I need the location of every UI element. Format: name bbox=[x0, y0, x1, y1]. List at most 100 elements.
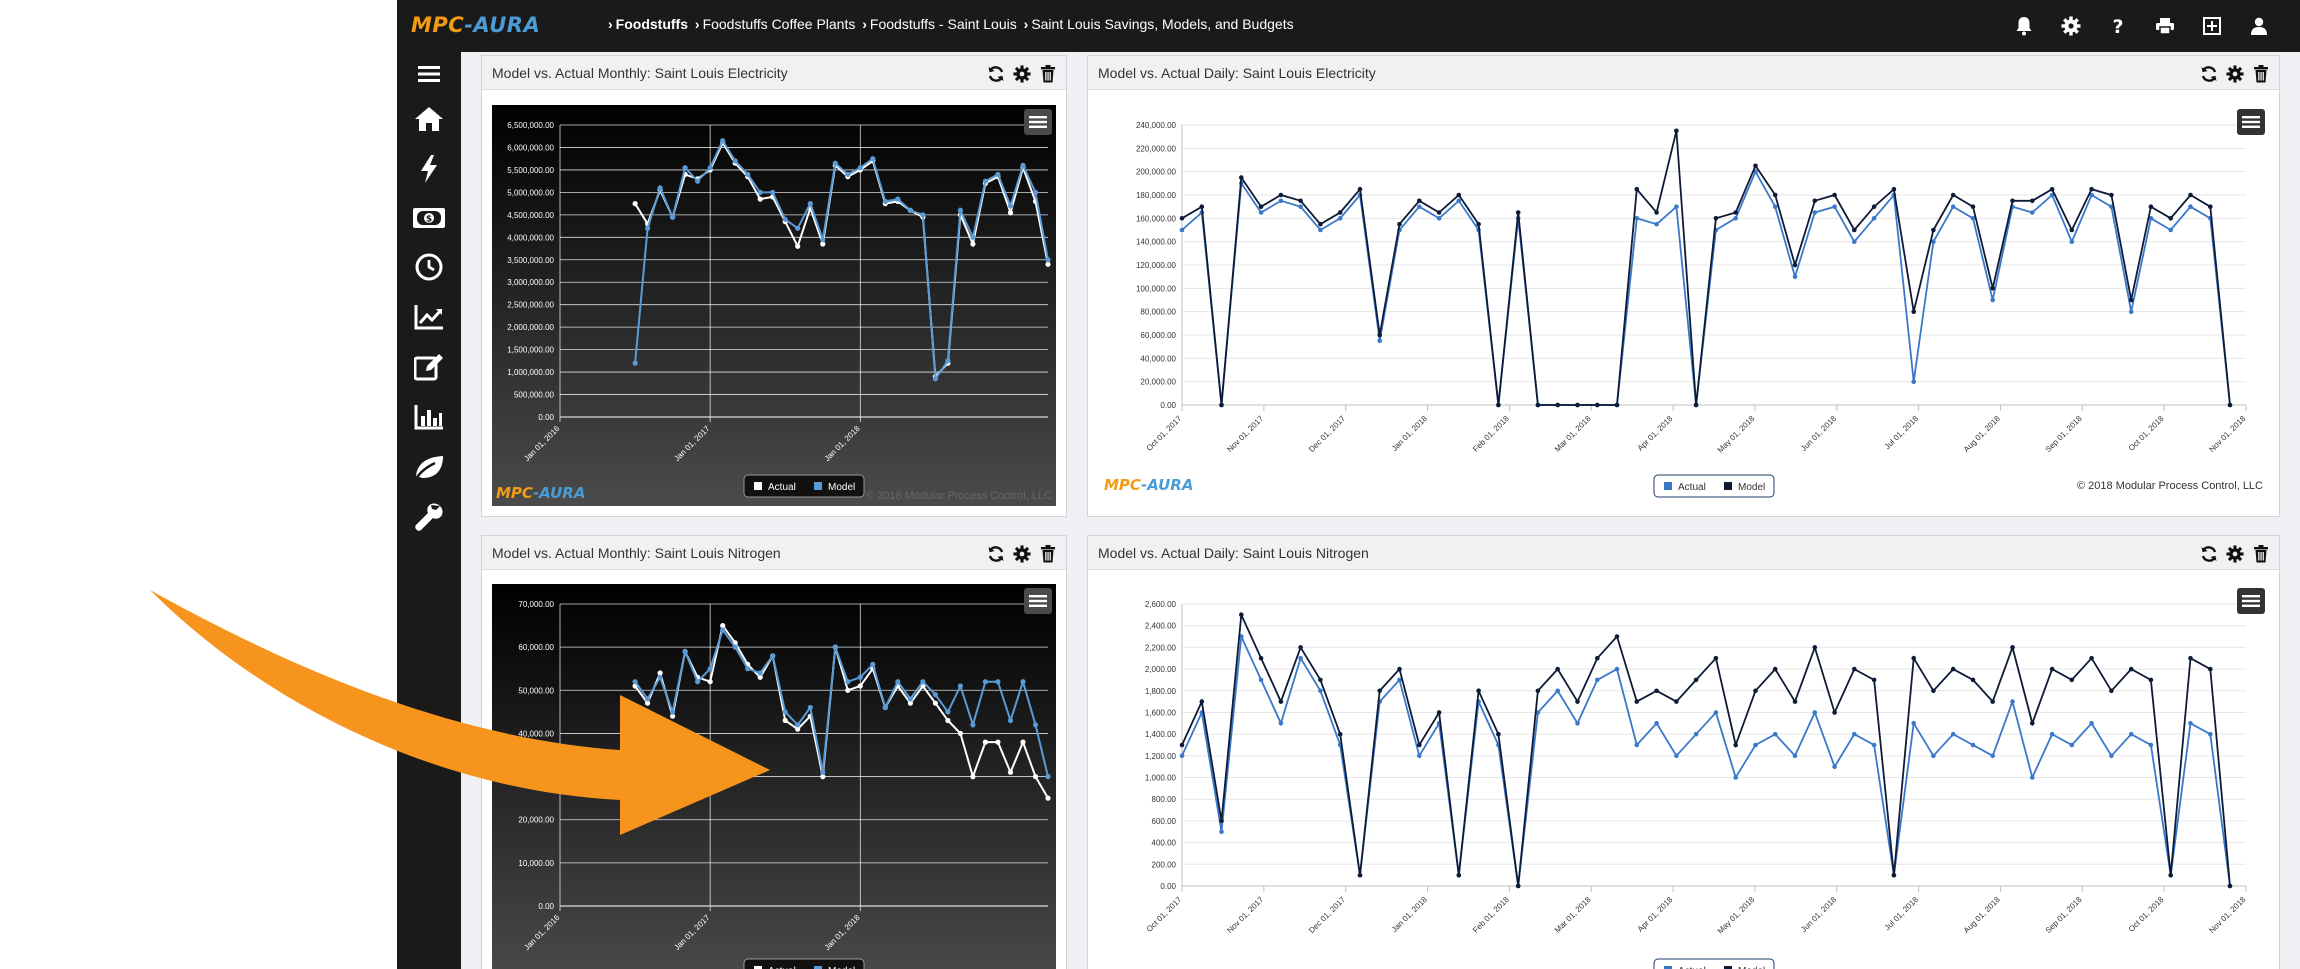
data-point-actual bbox=[1792, 274, 1798, 279]
chart-menu-button[interactable] bbox=[1024, 588, 1052, 614]
gear-icon[interactable] bbox=[1012, 544, 1032, 564]
data-point-model bbox=[895, 679, 901, 685]
x-tick-label: Aug 01, 2018 bbox=[1962, 895, 2002, 935]
menu-icon[interactable] bbox=[409, 54, 449, 94]
bell-icon[interactable] bbox=[2000, 12, 2047, 40]
data-point-actual bbox=[1693, 731, 1699, 737]
add-widget-icon[interactable] bbox=[2188, 12, 2235, 40]
data-point-model bbox=[1535, 402, 1541, 408]
data-point-model bbox=[845, 171, 851, 177]
data-point-actual bbox=[2148, 216, 2154, 221]
leaf-icon[interactable] bbox=[409, 447, 449, 487]
data-point-model bbox=[1436, 210, 1442, 215]
data-point-model bbox=[857, 165, 863, 171]
data-point-model bbox=[2128, 666, 2134, 672]
data-point-model bbox=[1199, 699, 1205, 704]
y-tick-label: 5,000,000.00 bbox=[507, 188, 554, 197]
data-point-actual bbox=[1417, 753, 1422, 759]
data-point-model bbox=[695, 679, 701, 685]
data-point-model bbox=[820, 237, 826, 243]
chart-menu-button[interactable] bbox=[2237, 109, 2265, 135]
chart-menu-button[interactable] bbox=[1024, 109, 1052, 135]
data-point-model bbox=[1713, 655, 1719, 661]
home-icon[interactable] bbox=[409, 99, 449, 139]
data-point-model bbox=[1535, 688, 1541, 694]
series-line-actual bbox=[634, 623, 1049, 799]
y-tick-label: 0.00 bbox=[1160, 401, 1176, 410]
trash-icon[interactable] bbox=[1038, 544, 1058, 564]
data-point-model bbox=[1436, 710, 1442, 715]
lightning-icon[interactable] bbox=[409, 149, 449, 189]
gear-icon[interactable] bbox=[1012, 64, 1032, 84]
data-point-model bbox=[632, 360, 638, 366]
data-point-actual bbox=[1634, 216, 1640, 221]
refresh-icon[interactable] bbox=[986, 64, 1006, 84]
data-point-model bbox=[2030, 721, 2035, 726]
print-icon[interactable] bbox=[2141, 12, 2188, 40]
breadcrumb-item-coffee-plants[interactable]: Foodstuffs Coffee Plants bbox=[702, 16, 856, 32]
data-point-model bbox=[882, 704, 888, 711]
data-point-actual bbox=[1456, 198, 1462, 204]
data-point-model bbox=[957, 683, 963, 689]
clock-icon[interactable] bbox=[409, 247, 449, 287]
help-icon[interactable]: ? bbox=[2094, 12, 2141, 40]
series-line-model bbox=[634, 627, 1049, 777]
gear-icon[interactable] bbox=[2225, 544, 2245, 564]
trend-icon[interactable] bbox=[409, 297, 449, 337]
bar-chart-icon[interactable] bbox=[409, 397, 449, 437]
chart-logo: MPC-AURA bbox=[1104, 476, 1194, 494]
x-tick-label: May 01, 2018 bbox=[1716, 895, 1757, 936]
gear-icon[interactable] bbox=[2047, 12, 2094, 40]
user-icon[interactable] bbox=[2235, 12, 2282, 40]
data-point-actual bbox=[970, 774, 976, 780]
dashboard-content: Model vs. Actual Monthly: Saint Louis El… bbox=[461, 52, 2300, 969]
data-point-actual bbox=[632, 201, 638, 207]
data-point-model bbox=[870, 661, 876, 667]
edit-icon[interactable] bbox=[409, 347, 449, 387]
x-tick-label: Jan 01, 2017 bbox=[672, 424, 711, 463]
breadcrumb-item-foodstuffs[interactable]: Foodstuffs bbox=[615, 16, 688, 32]
data-point-actual bbox=[1278, 721, 1284, 726]
wrench-icon[interactable] bbox=[409, 497, 449, 537]
y-tick-label: 70,000.00 bbox=[518, 600, 554, 609]
trash-icon[interactable] bbox=[1038, 64, 1058, 84]
y-tick-label: 140,000.00 bbox=[1136, 238, 1177, 247]
trash-icon[interactable] bbox=[2251, 64, 2271, 84]
y-tick-label: 50,000.00 bbox=[518, 686, 554, 695]
data-point-model bbox=[2049, 186, 2055, 192]
data-point-actual bbox=[1753, 742, 1758, 748]
data-point-model bbox=[1871, 677, 1877, 683]
refresh-icon[interactable] bbox=[2199, 64, 2219, 84]
data-point-model bbox=[720, 627, 726, 633]
breadcrumb-item-saint-louis[interactable]: Foodstuffs - Saint Louis bbox=[869, 16, 1017, 32]
refresh-icon[interactable] bbox=[986, 544, 1006, 564]
data-point-model bbox=[1199, 204, 1205, 209]
gear-icon[interactable] bbox=[2225, 64, 2245, 84]
data-point-actual bbox=[757, 196, 763, 202]
data-point-model bbox=[1397, 221, 1402, 227]
data-point-actual bbox=[1713, 710, 1719, 715]
data-point-model bbox=[1970, 677, 1976, 683]
breadcrumb-item-savings[interactable]: Saint Louis Savings, Models, and Budgets bbox=[1031, 16, 1294, 32]
app-logo[interactable]: MPC-AURA bbox=[411, 13, 541, 37]
data-point-model bbox=[970, 722, 976, 728]
y-tick-label: 160,000.00 bbox=[1136, 214, 1177, 223]
data-point-model bbox=[1456, 192, 1462, 198]
data-point-model bbox=[2109, 688, 2114, 694]
money-icon[interactable]: $ bbox=[409, 198, 449, 238]
x-tick-label: Jan 01, 2017 bbox=[672, 913, 711, 952]
data-point-actual bbox=[1990, 753, 1995, 759]
data-point-model bbox=[1891, 186, 1897, 192]
x-tick-label: Feb 01, 2018 bbox=[1471, 895, 1511, 935]
chart-menu-button[interactable] bbox=[2237, 588, 2265, 614]
data-point-actual bbox=[1654, 721, 1659, 726]
data-point-model bbox=[1614, 402, 1620, 408]
data-point-actual bbox=[1931, 239, 1936, 244]
x-tick-label: Apr 01, 2018 bbox=[1636, 895, 1675, 934]
refresh-icon[interactable] bbox=[2199, 544, 2219, 564]
data-point-model bbox=[1020, 679, 1026, 685]
y-tick-label: 1,600.00 bbox=[1145, 708, 1177, 717]
y-tick-label: 2,000.00 bbox=[1145, 665, 1177, 674]
trash-icon[interactable] bbox=[2251, 544, 2271, 564]
data-point-model bbox=[1614, 634, 1620, 639]
